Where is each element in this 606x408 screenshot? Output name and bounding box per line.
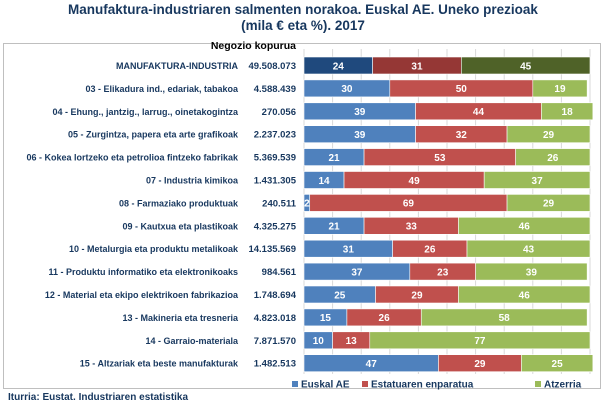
- category-label: 15 - Altzariak eta beste manufakturak: [80, 359, 239, 369]
- data-label: 53: [434, 153, 446, 164]
- data-label: 26: [547, 153, 559, 164]
- data-label: 45: [520, 61, 532, 72]
- chart-title: Manufaktura-industriaren salmenten norak…: [0, 2, 606, 34]
- volume-label: 984.561: [262, 267, 297, 278]
- bar-segment: [475, 262, 588, 281]
- volume-label: 1.431.305: [254, 176, 297, 187]
- category-label: 10 - Metalurgia eta produktu metalikoak: [69, 244, 239, 254]
- volume-label: 49.508.073: [248, 61, 296, 72]
- data-label: 30: [341, 84, 353, 95]
- data-label: 39: [526, 267, 538, 278]
- data-label: 13: [346, 336, 358, 347]
- volume-label: 5.369.539: [254, 153, 296, 164]
- data-label: 69: [403, 199, 415, 210]
- category-label: 05 - Zurgintza, papera eta arte grafikoa…: [68, 130, 239, 140]
- data-label: 31: [343, 245, 355, 256]
- data-label: 46: [519, 290, 531, 301]
- data-label: 24: [333, 61, 345, 72]
- volume-label: 4.823.018: [254, 313, 296, 324]
- chart-frame: [3, 43, 601, 389]
- data-label: 50: [456, 84, 468, 95]
- chart-title-line2: (mila € eta %). 2017: [241, 18, 365, 33]
- data-label: 31: [411, 61, 423, 72]
- data-label: 26: [379, 313, 391, 324]
- volume-label: 240.511: [262, 198, 297, 209]
- legend-swatch: [535, 381, 541, 387]
- data-label: 33: [406, 222, 418, 233]
- data-label: 47: [366, 359, 378, 370]
- data-label: 37: [351, 267, 363, 278]
- data-label: 14: [318, 176, 330, 187]
- bar-segment: [458, 217, 591, 235]
- volume-label: 4.588.439: [254, 84, 296, 95]
- volume-header: Negozio kopurua: [211, 40, 296, 52]
- volume-label: 14.135.569: [248, 244, 296, 255]
- category-label: 06 - Kokea lortzeko eta petrolioa fintze…: [26, 153, 239, 163]
- legend-label: Estatuaren enparatua: [371, 380, 474, 391]
- data-label: 43: [523, 245, 535, 256]
- data-label: 29: [474, 359, 486, 370]
- bar-segment: [466, 239, 591, 258]
- volume-label: 7.871.570: [254, 336, 296, 347]
- data-label: 39: [354, 107, 366, 118]
- bar-segment: [541, 102, 594, 121]
- data-label: 46: [519, 222, 531, 233]
- data-label: 19: [554, 84, 566, 95]
- data-label: 49: [409, 176, 421, 187]
- category-label: 09 - Kautxua eta plastikoak: [122, 221, 239, 231]
- data-label: 29: [411, 290, 423, 301]
- source-note: Iturria: Eustat. Industriaren estatistik…: [8, 392, 189, 403]
- data-label: 37: [532, 176, 544, 187]
- legend-swatch: [292, 381, 298, 387]
- volume-label: 1.748.694: [254, 290, 297, 301]
- category-label: 08 - Farmaziako produktuak: [119, 198, 239, 208]
- data-label: 44: [473, 107, 485, 118]
- category-label: 14 - Garraio-materiala: [145, 336, 239, 346]
- bar-segment: [458, 285, 591, 304]
- data-label: 10: [313, 336, 325, 347]
- legend-label: Atzerria: [544, 380, 582, 391]
- category-label: 07 - Industria kimikoa: [146, 176, 239, 186]
- category-label: 04 - Ehung., jantzig., larrug., oinetako…: [52, 107, 239, 117]
- legend-swatch: [362, 381, 368, 387]
- data-label: 21: [328, 222, 340, 233]
- bar-segment: [420, 308, 588, 327]
- data-label: 58: [499, 313, 511, 324]
- data-label: 18: [562, 107, 574, 118]
- volume-label: 1.482.513: [254, 359, 296, 370]
- data-label: 25: [552, 359, 564, 370]
- bar-segment: [521, 354, 594, 373]
- data-label: 29: [543, 199, 555, 210]
- data-label: 15: [320, 313, 332, 324]
- bar-segment: [515, 148, 591, 166]
- data-label: 39: [354, 130, 366, 141]
- volume-label: 2.237.023: [254, 130, 296, 141]
- bar-segment: [506, 194, 591, 212]
- bar-segment: [506, 125, 591, 143]
- category-label: MANUFAKTURA-INDUSTRIA: [116, 61, 238, 71]
- bar-segment: [460, 56, 591, 75]
- category-label: 12 - Material eta ekipo elektrikoen fabr…: [45, 290, 239, 300]
- bar-segment: [369, 331, 591, 350]
- volume-label: 270.056: [262, 107, 296, 118]
- bar-segment: [483, 171, 591, 189]
- data-label: 21: [328, 153, 340, 164]
- legend-label: Euskal AE: [301, 380, 350, 391]
- chart-title-line1: Manufaktura-industriaren salmenten norak…: [68, 2, 538, 17]
- category-label: 13 - Makineria eta tresneria: [122, 313, 239, 323]
- data-label: 32: [456, 130, 468, 141]
- data-label: 29: [543, 130, 555, 141]
- volume-label: 4.325.275: [254, 221, 297, 232]
- data-label: 23: [437, 267, 449, 278]
- category-label: 03 - Elikadura ind., edariak, tabakoa: [85, 84, 239, 94]
- data-label: 25: [334, 290, 346, 301]
- category-label: 11 - Produktu informatiko eta elektronik…: [48, 267, 238, 277]
- bar-segment: [532, 79, 588, 98]
- data-label: 2: [304, 199, 310, 210]
- data-label: 26: [424, 245, 436, 256]
- data-label: 77: [474, 336, 486, 347]
